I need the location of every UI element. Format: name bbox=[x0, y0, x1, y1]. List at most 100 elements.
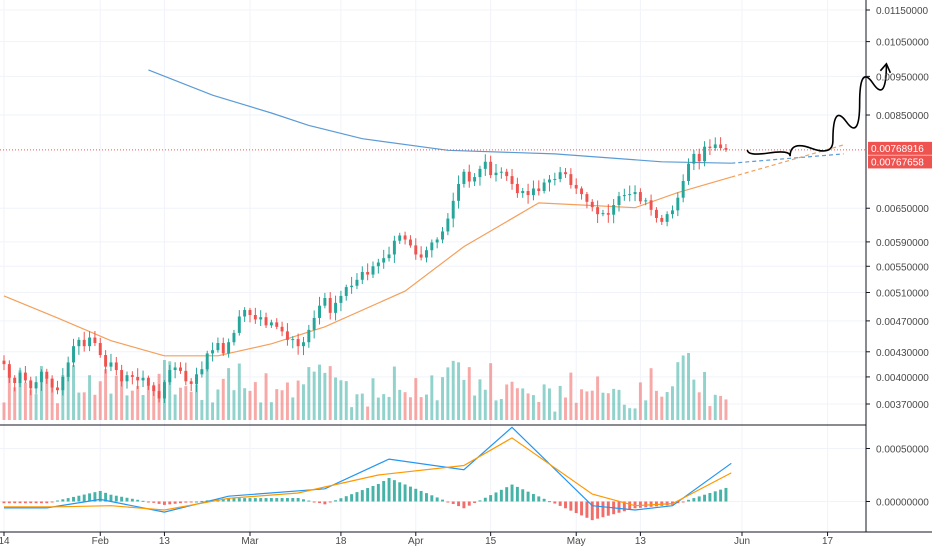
price-tick-label: 0.01050000 bbox=[876, 38, 929, 49]
volume-bar bbox=[425, 394, 428, 420]
candle bbox=[162, 380, 166, 404]
candle-body bbox=[2, 360, 6, 365]
macd-histogram-bar bbox=[558, 501, 562, 506]
candle-body bbox=[216, 343, 220, 351]
volume-bar bbox=[168, 361, 172, 420]
candle bbox=[601, 209, 605, 217]
volume-bar bbox=[601, 392, 605, 420]
price-tick-label: 0.00950000 bbox=[876, 72, 929, 83]
volume-bar bbox=[387, 396, 391, 420]
candle-body bbox=[687, 163, 690, 181]
candle bbox=[141, 370, 145, 388]
macd-histogram-bar bbox=[259, 498, 263, 502]
candle bbox=[526, 183, 530, 204]
macd-histogram-bar bbox=[307, 500, 311, 502]
volume-bar bbox=[569, 372, 573, 420]
candle bbox=[521, 187, 525, 198]
candle-body bbox=[66, 362, 70, 377]
candle-body bbox=[521, 191, 525, 194]
time-tick-label: Feb bbox=[92, 536, 110, 547]
candle-body bbox=[162, 382, 166, 399]
candle-body bbox=[371, 266, 375, 275]
volume-bar bbox=[451, 360, 455, 420]
candle bbox=[259, 310, 263, 326]
candle-body bbox=[360, 272, 364, 280]
macd-histogram-bar bbox=[77, 495, 81, 502]
volume-bar bbox=[467, 367, 471, 420]
volume-bar bbox=[114, 375, 118, 420]
volume-bar bbox=[56, 403, 59, 420]
candle bbox=[628, 185, 632, 202]
candle bbox=[39, 369, 43, 391]
candle bbox=[537, 180, 541, 196]
volume-bar bbox=[617, 389, 621, 420]
candle bbox=[318, 296, 321, 325]
macd-histogram-bar bbox=[98, 490, 102, 502]
macd-histogram-bar bbox=[264, 498, 268, 502]
macd-histogram-bar bbox=[120, 496, 124, 502]
macd-histogram-bar bbox=[114, 495, 118, 502]
volume-bar bbox=[376, 397, 380, 420]
candle bbox=[590, 199, 594, 212]
volume-bar bbox=[435, 400, 439, 420]
price-tick-label: 0.00400000 bbox=[876, 373, 929, 384]
macd-histogram-bar bbox=[574, 501, 578, 514]
candle bbox=[713, 137, 717, 151]
candle bbox=[7, 360, 11, 383]
candle bbox=[328, 292, 332, 320]
volume-bar bbox=[724, 399, 728, 420]
volume-bar bbox=[360, 393, 364, 420]
candle-body bbox=[719, 144, 723, 149]
candle-body bbox=[499, 171, 503, 173]
candle-body bbox=[23, 372, 27, 381]
macd-histogram-bar bbox=[457, 501, 461, 507]
macd-histogram-bar bbox=[548, 501, 551, 503]
macd-histogram-bar bbox=[644, 501, 648, 508]
candle bbox=[371, 261, 375, 278]
volume-bar bbox=[692, 379, 696, 420]
candle bbox=[339, 290, 343, 312]
volume-bar bbox=[457, 362, 461, 420]
volume-bar bbox=[499, 399, 503, 420]
price-label-box bbox=[868, 155, 932, 169]
volume-bar bbox=[339, 380, 343, 420]
price-tick-label: 0.00370000 bbox=[876, 400, 929, 411]
volume-bar bbox=[253, 382, 257, 420]
macd-histogram-bar bbox=[617, 501, 621, 513]
candle-body bbox=[489, 161, 493, 176]
candle bbox=[200, 361, 204, 378]
time-tick-label: Apr bbox=[408, 536, 424, 547]
candle-body bbox=[312, 317, 316, 330]
price-tick-label: 0.00430000 bbox=[876, 348, 929, 359]
candle bbox=[29, 376, 33, 396]
candle bbox=[205, 350, 209, 372]
volume-bar bbox=[606, 393, 610, 420]
volume-bar bbox=[526, 393, 530, 420]
volume-bar bbox=[328, 366, 332, 420]
volume-bar bbox=[136, 385, 140, 420]
candle bbox=[548, 175, 551, 192]
macd-histogram-bar bbox=[130, 498, 134, 502]
candle bbox=[355, 273, 359, 290]
volume-bar bbox=[50, 378, 54, 420]
candle-body bbox=[596, 207, 600, 215]
volume-bar bbox=[419, 397, 423, 420]
candle bbox=[350, 276, 354, 294]
price-tick-label: 0.00850000 bbox=[876, 111, 929, 122]
candle-body bbox=[622, 195, 626, 197]
volume-bar bbox=[580, 389, 584, 420]
candles[interactable] bbox=[2, 137, 728, 404]
candle bbox=[296, 333, 300, 355]
volume-bars bbox=[2, 352, 728, 420]
macd-histogram-bar bbox=[478, 500, 482, 502]
macd-histogram-bar bbox=[146, 501, 150, 503]
macd-histogram-bar bbox=[195, 501, 198, 503]
volume-bar bbox=[441, 377, 444, 420]
candle-body bbox=[408, 239, 412, 246]
candle bbox=[173, 362, 177, 379]
macd-histogram-bar bbox=[585, 501, 589, 518]
candle bbox=[61, 368, 65, 396]
volume-bar bbox=[553, 411, 557, 420]
